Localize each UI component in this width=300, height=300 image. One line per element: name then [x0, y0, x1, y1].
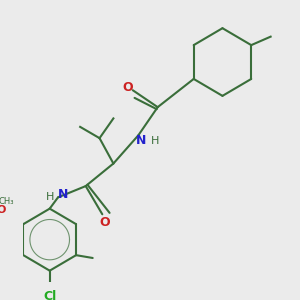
Text: O: O	[100, 216, 110, 229]
Text: O: O	[122, 81, 133, 94]
Text: O: O	[0, 205, 6, 215]
Text: N: N	[58, 188, 69, 201]
Text: N: N	[136, 134, 146, 148]
Text: H: H	[46, 192, 54, 203]
Text: CH₃: CH₃	[0, 197, 14, 206]
Text: H: H	[151, 136, 159, 146]
Text: Cl: Cl	[43, 290, 56, 300]
